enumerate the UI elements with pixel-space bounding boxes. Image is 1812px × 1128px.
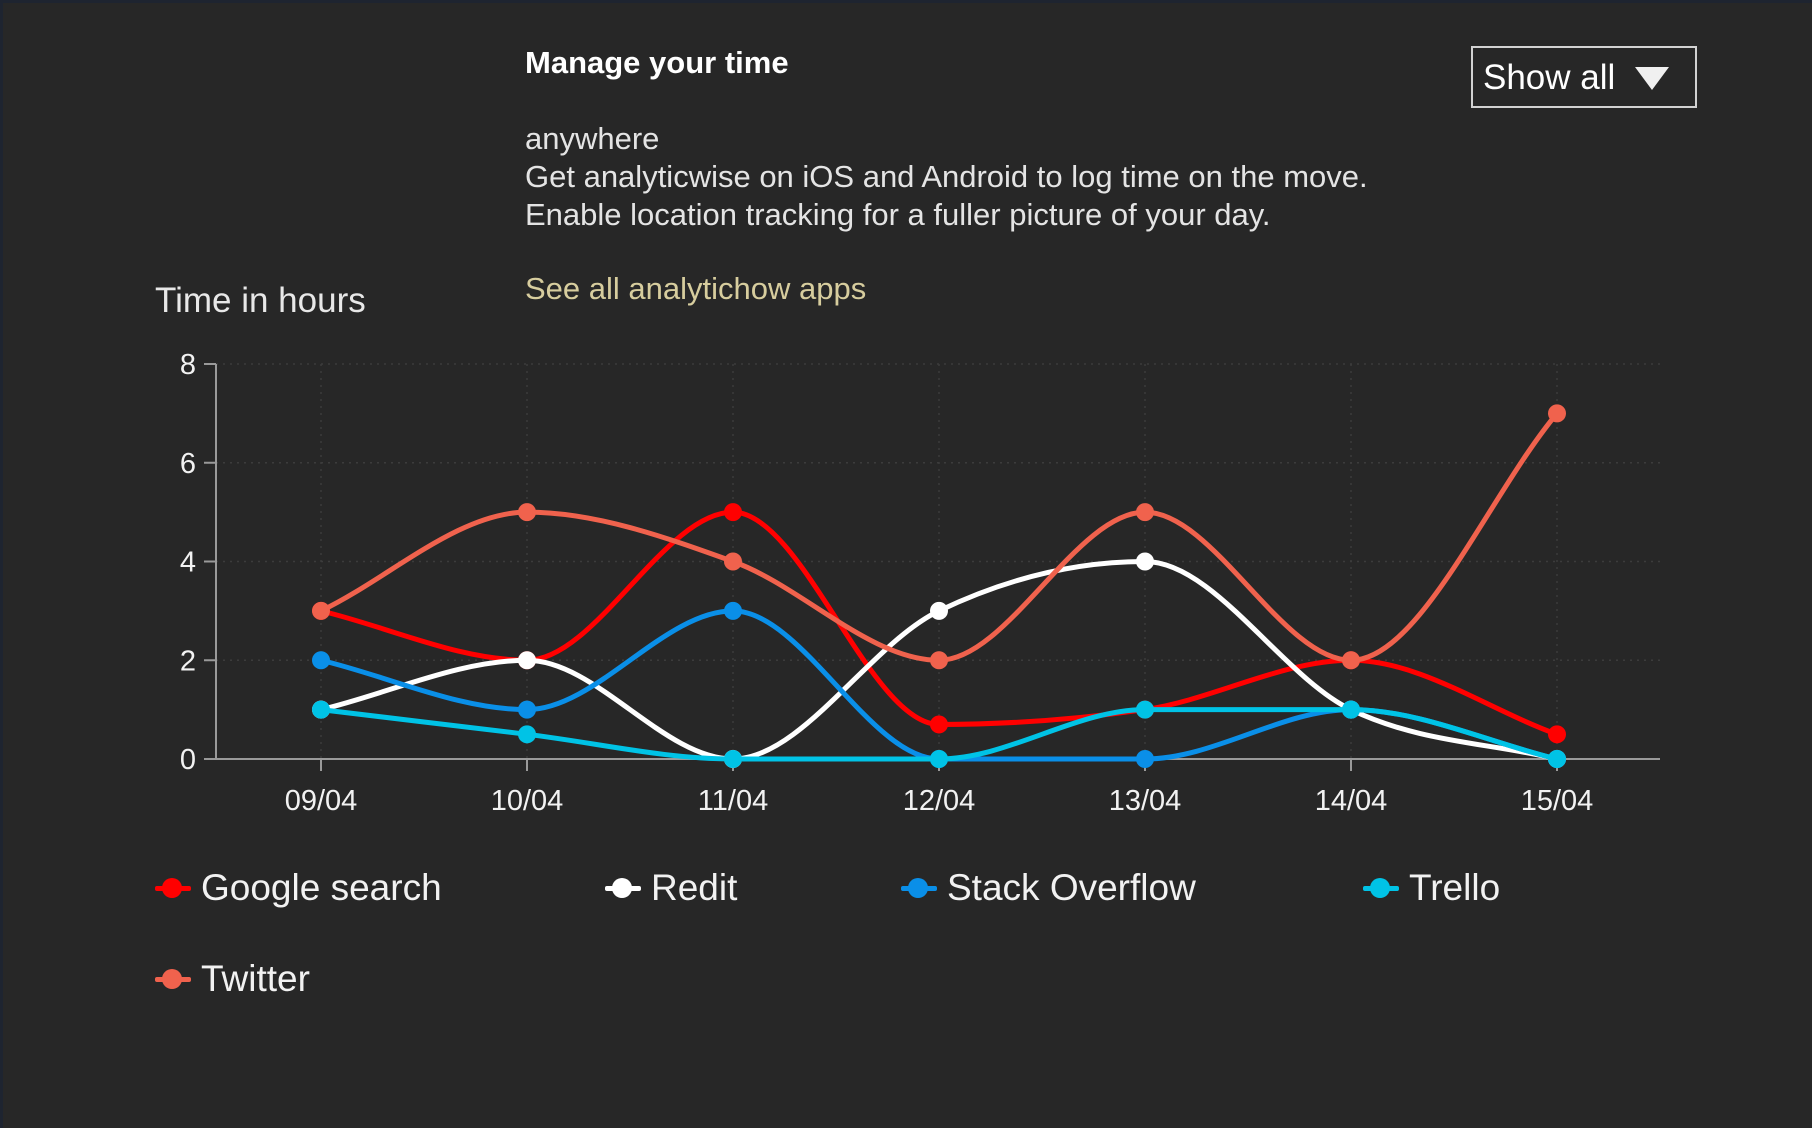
- data-point-twitter: [724, 552, 742, 571]
- x-tick-label: 11/04: [698, 785, 768, 817]
- y-axis-title: Time in hours: [155, 281, 366, 320]
- legend-item-stack-overflow[interactable]: Stack Overflow: [901, 866, 1196, 910]
- dropdown-selected-value: Show all: [1483, 58, 1616, 97]
- promo-title: Manage your time: [525, 45, 789, 80]
- see-all-apps-link[interactable]: See all analytichow apps: [525, 271, 867, 306]
- x-tick-label: 13/04: [1109, 785, 1182, 817]
- chart-panel: Manage your time anywhere Get analyticwi…: [3, 3, 1812, 1128]
- legend-item-redit[interactable]: Redit: [605, 866, 737, 910]
- y-tick-label: 2: [180, 645, 196, 677]
- data-point-stack-overflow: [312, 651, 330, 670]
- data-point-twitter: [1136, 503, 1154, 522]
- data-point-twitter: [312, 601, 330, 620]
- legend-item-trello[interactable]: Trello: [1363, 866, 1500, 910]
- show-filter-dropdown[interactable]: Show all: [1471, 46, 1697, 108]
- data-point-google-search: [930, 715, 948, 734]
- data-point-trello: [1548, 750, 1566, 768]
- legend-swatch-trello: [1363, 878, 1399, 898]
- promo-line: Get analyticwise on iOS and Android to l…: [525, 159, 1368, 194]
- data-point-google-search: [724, 503, 742, 522]
- data-point-redit: [518, 651, 536, 670]
- x-tick-label: 12/04: [903, 785, 976, 817]
- promo-line: Enable location tracking for a fuller pi…: [525, 197, 1271, 232]
- data-point-trello: [930, 750, 948, 768]
- legend-label: Stack Overflow: [947, 867, 1196, 908]
- data-point-twitter: [930, 651, 948, 670]
- legend-label: Trello: [1409, 867, 1501, 908]
- data-point-google-search: [1548, 725, 1566, 744]
- legend-item-twitter[interactable]: Twitter: [155, 957, 310, 1001]
- y-tick-label: 0: [180, 744, 196, 776]
- data-point-twitter: [1548, 404, 1566, 423]
- legend-swatch-twitter: [155, 969, 191, 989]
- legend-swatch-stack-overflow: [901, 878, 937, 898]
- legend-swatch-redit: [605, 878, 641, 898]
- data-point-stack-overflow: [518, 700, 536, 719]
- chevron-down-icon: [1635, 67, 1669, 90]
- x-tick-label: 15/04: [1521, 785, 1594, 817]
- y-tick-label: 6: [180, 448, 196, 480]
- x-tick-label: 09/04: [285, 785, 358, 817]
- legend-label: Google search: [201, 867, 442, 908]
- data-point-redit: [930, 601, 948, 620]
- legend-swatch-google-search: [155, 878, 191, 898]
- legend-item-google-search[interactable]: Google search: [155, 866, 442, 910]
- data-point-twitter: [1342, 651, 1360, 670]
- y-tick-label: 4: [180, 547, 196, 579]
- data-point-trello: [724, 750, 742, 768]
- data-point-trello: [518, 725, 536, 744]
- x-tick-label: 14/04: [1315, 785, 1388, 817]
- data-point-trello: [312, 700, 330, 719]
- promo-text: anywhere Get analyticwise on iOS and And…: [525, 120, 1368, 234]
- data-point-trello: [1342, 700, 1360, 719]
- data-point-stack-overflow: [724, 601, 742, 620]
- legend-label: Twitter: [201, 958, 310, 999]
- x-tick-label: 10/04: [491, 785, 564, 817]
- data-point-trello: [1136, 700, 1154, 719]
- legend-label: Redit: [651, 867, 738, 908]
- y-tick-label: 8: [180, 349, 196, 381]
- data-point-redit: [1136, 552, 1154, 571]
- data-point-stack-overflow: [1136, 750, 1154, 768]
- promo-line: anywhere: [525, 121, 660, 156]
- data-point-twitter: [518, 503, 536, 522]
